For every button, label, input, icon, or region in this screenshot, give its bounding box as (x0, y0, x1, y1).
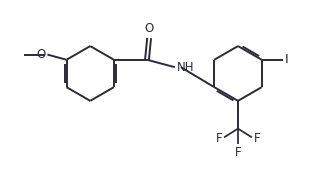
Text: I: I (284, 53, 288, 66)
Text: F: F (254, 132, 260, 145)
Text: O: O (36, 48, 46, 61)
Text: O: O (144, 22, 154, 35)
Text: NH: NH (177, 61, 194, 74)
Text: F: F (216, 132, 222, 145)
Text: F: F (235, 146, 241, 159)
